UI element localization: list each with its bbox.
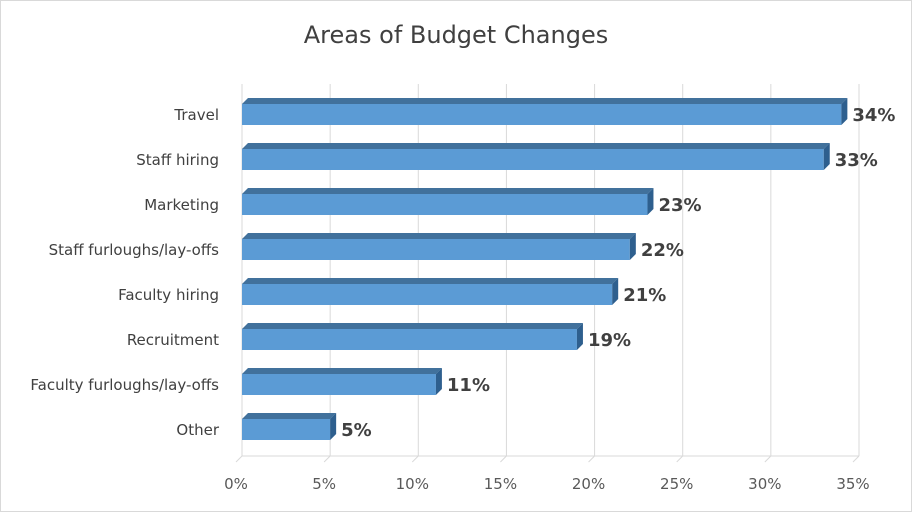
gridline-floor — [323, 455, 331, 463]
data-label: 21% — [623, 285, 666, 306]
data-labels: 34% 33% 23% 22% 21% 19% 11% 5% — [341, 105, 895, 441]
category-label: Travel — [173, 106, 219, 124]
category-label: Staff furloughs/lay-offs — [49, 241, 220, 259]
bar — [242, 329, 577, 350]
bar-side-face — [841, 98, 848, 125]
x-tick-label: 20% — [572, 475, 605, 493]
x-tick-label: 0% — [224, 475, 248, 493]
bar — [242, 419, 331, 440]
bar-side-face — [330, 413, 337, 440]
gridline-floor — [235, 455, 243, 463]
x-tick-label: 15% — [484, 475, 517, 493]
gridline-floor — [764, 455, 772, 463]
bar-top-face — [242, 188, 654, 194]
gridlines — [235, 84, 860, 463]
bar-side-face — [576, 323, 583, 350]
category-label: Other — [176, 421, 219, 439]
bar-side-face — [612, 278, 619, 305]
bar-side-face — [647, 188, 654, 215]
data-label: 19% — [588, 330, 631, 351]
bar-side-face — [629, 233, 636, 260]
bar — [242, 239, 630, 260]
bar — [242, 194, 648, 215]
bar-top-face — [242, 233, 636, 239]
x-tick-label: 10% — [396, 475, 429, 493]
x-tick-label: 35% — [836, 475, 869, 493]
chart-title: Areas of Budget Changes — [303, 21, 609, 49]
category-labels: Travel Staff hiring Marketing Staff furloug… — [30, 106, 219, 439]
bar-top-face — [242, 98, 848, 104]
gridline-floor — [676, 455, 684, 463]
data-label: 23% — [658, 195, 701, 216]
x-axis-ticks: 0% 5% 10% 15% 20% 25% 30% 35% — [224, 475, 870, 493]
bar — [242, 104, 842, 125]
bar — [242, 284, 613, 305]
gridline-floor — [852, 455, 860, 463]
bar-top-face — [242, 143, 830, 149]
data-label: 33% — [835, 150, 878, 171]
bar-top-face — [242, 368, 442, 374]
category-label: Staff hiring — [136, 151, 219, 169]
data-label: 5% — [341, 420, 372, 441]
data-label: 11% — [447, 375, 490, 396]
data-label: 22% — [641, 240, 684, 261]
category-label: Marketing — [144, 196, 219, 214]
x-tick-label: 25% — [660, 475, 693, 493]
bar-top-face — [242, 278, 619, 284]
bar-top-face — [242, 323, 583, 329]
data-label: 34% — [852, 105, 895, 126]
category-label: Faculty furloughs/lay-offs — [30, 376, 219, 394]
bar-side-face — [435, 368, 442, 395]
bar-top-face — [242, 413, 337, 419]
category-label: Recruitment — [127, 331, 219, 349]
x-tick-label: 30% — [748, 475, 781, 493]
bar-side-face — [823, 143, 830, 170]
bar — [242, 374, 436, 395]
gridline-floor — [500, 455, 507, 463]
gridline-floor — [411, 455, 419, 463]
x-tick-label: 5% — [312, 475, 336, 493]
bar — [242, 149, 824, 170]
gridline-floor — [588, 455, 595, 463]
category-label: Faculty hiring — [118, 286, 219, 304]
bars — [242, 98, 848, 440]
